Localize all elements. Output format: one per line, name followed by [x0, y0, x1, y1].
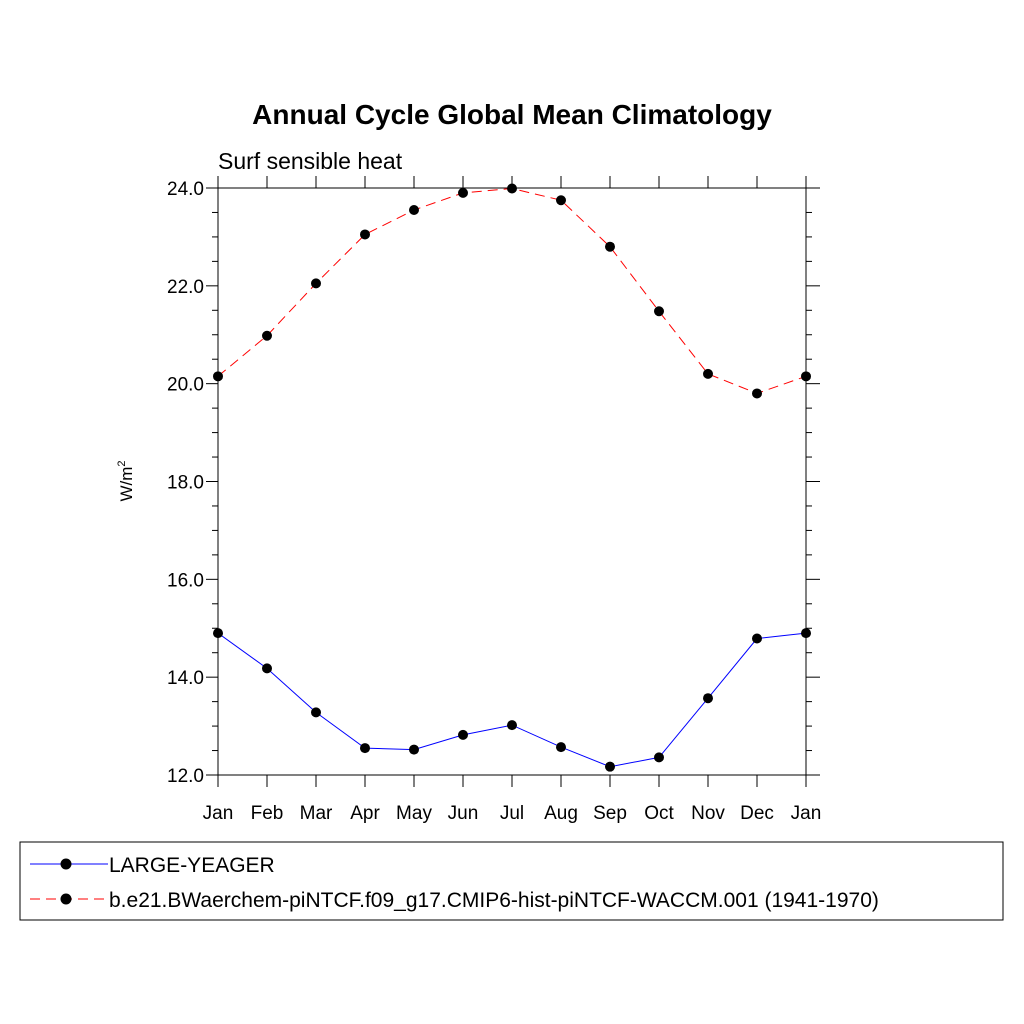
x-tick-label: Feb	[251, 803, 284, 824]
data-point	[507, 720, 517, 731]
x-tick-label: Sep	[593, 803, 627, 824]
data-point	[654, 752, 664, 763]
legend-label-waccm: b.e21.BWaerchem-piNTCF.f09_g17.CMIP6-his…	[109, 889, 879, 912]
data-point	[262, 330, 272, 341]
legend-marker-waccm	[60, 893, 72, 905]
data-point	[311, 707, 321, 718]
legend-box	[19, 841, 1004, 921]
plot-frame	[217, 187, 807, 776]
x-tick-label: Jul	[500, 803, 524, 824]
y-tick-label: 12.0	[167, 766, 204, 787]
y-tick-label: 18.0	[167, 473, 204, 494]
data-point	[654, 306, 664, 317]
x-tick-label: Jun	[448, 803, 479, 824]
legend-marker-large-yeager	[60, 858, 72, 870]
data-point	[409, 744, 419, 755]
x-tick-label: Dec	[740, 803, 774, 824]
y-tick-label: 20.0	[167, 375, 204, 396]
data-point	[605, 761, 615, 772]
y-tick-label: 22.0	[167, 277, 204, 298]
data-point	[752, 633, 762, 644]
x-tick-label: Apr	[350, 803, 380, 824]
y-axis-label: W/m2	[116, 460, 136, 501]
axis-ticks	[206, 176, 820, 787]
data-point	[409, 205, 419, 216]
x-tick-label: Nov	[691, 803, 725, 824]
x-tick-label: Oct	[644, 803, 674, 824]
data-point	[556, 195, 566, 206]
data-point	[703, 693, 713, 704]
series-line-1	[217, 187, 807, 394]
data-point	[703, 368, 713, 379]
legend-label-large-yeager: LARGE-YEAGER	[109, 854, 275, 877]
x-tick-label: Aug	[544, 803, 578, 824]
y-tick-label: 14.0	[167, 668, 204, 689]
x-tick-label: Jan	[203, 803, 234, 824]
chart-subtitle: Surf sensible heat	[218, 148, 403, 174]
data-point	[360, 229, 370, 240]
data-point	[752, 388, 762, 399]
data-point	[556, 742, 566, 753]
data-point	[458, 187, 468, 198]
x-tick-labels: Jan Feb Mar Apr May Jun Jul Aug Sep Oct Nov Dec Jan	[203, 803, 822, 824]
data-point	[360, 743, 370, 754]
x-tick-label: May	[396, 803, 432, 824]
data-point	[458, 729, 468, 740]
y-tick-label: 24.0	[167, 179, 204, 200]
y-tick-labels: 12.0 14.0 16.0 18.0 20.0 22.0 24.0	[167, 179, 204, 787]
data-point	[605, 241, 615, 252]
data-point	[311, 278, 321, 289]
series-line-0	[217, 632, 807, 768]
x-tick-label: Mar	[300, 803, 333, 824]
series-layer	[213, 183, 811, 772]
x-tick-label: Jan	[791, 803, 822, 824]
chart-title: Annual Cycle Global Mean Climatology	[252, 99, 772, 130]
y-tick-label: 16.0	[167, 570, 204, 591]
data-point	[262, 663, 272, 674]
legend: LARGE-YEAGER b.e21.BWaerchem-piNTCF.f09_…	[19, 841, 1004, 921]
